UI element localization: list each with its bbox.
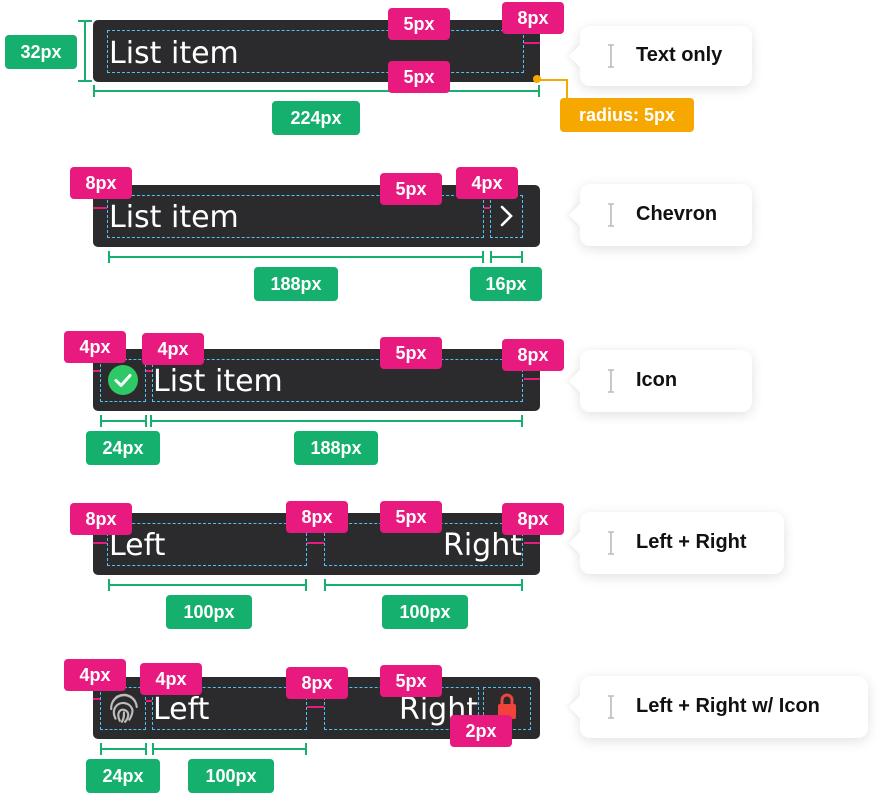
variant-card: Left + Right w/ Icon — [568, 676, 868, 738]
pad-top-tag: 5px — [380, 173, 442, 205]
list-item-text: List item — [153, 364, 283, 399]
pad-right-tag: 8px — [502, 503, 564, 535]
fingerprint-icon — [110, 693, 138, 723]
pad-top-tag: 5px — [380, 501, 442, 533]
variant-label: Icon — [636, 369, 678, 391]
text-width-tag: 188px — [294, 431, 378, 465]
height-bracket — [84, 20, 86, 82]
pad-right-tag: 8px — [502, 339, 564, 371]
text-cursor-icon — [608, 44, 614, 68]
check-circle-icon — [108, 365, 138, 395]
pad-left-tag: 8px — [70, 503, 132, 535]
variant-label: Chevron — [636, 203, 718, 225]
right-width-tag: 100px — [382, 595, 468, 629]
icon-width-tag: 16px — [470, 267, 542, 301]
content-guide — [107, 195, 484, 238]
icon-width-tag: 24px — [86, 759, 160, 793]
height-tag: 32px — [5, 35, 77, 69]
list-item-text: List item — [109, 200, 239, 235]
text-cursor-icon — [608, 369, 614, 393]
icon-width-bracket — [490, 256, 523, 258]
left-width-tag: 100px — [166, 595, 252, 629]
right-width-bracket — [324, 584, 523, 586]
variant-label: Left + Right w/ Icon — [636, 695, 820, 717]
gap-left-tag: 4px — [140, 663, 202, 695]
text-cursor-icon — [608, 695, 614, 719]
variant-label: Text only — [636, 44, 723, 66]
pad-top-tag: 5px — [388, 8, 450, 40]
radius-tag: radius: 5px — [560, 98, 694, 132]
right-text: Right — [443, 528, 522, 563]
variant-card: Chevron — [568, 184, 752, 246]
gap-tag: 8px — [286, 667, 348, 699]
text-width-bracket — [150, 420, 523, 422]
variant-label: Left + Right — [636, 531, 747, 553]
pad-left-tag: 4px — [64, 331, 126, 363]
left-width-tag: 100px — [188, 759, 274, 793]
left-width-bracket — [152, 748, 307, 750]
gap-tag: 4px — [456, 167, 518, 199]
left-guide — [107, 523, 307, 566]
pad-top-tag: 5px — [380, 337, 442, 369]
text-cursor-icon — [608, 531, 614, 555]
variant-card: Icon — [568, 350, 752, 412]
icon-width-bracket — [100, 420, 147, 422]
left-width-bracket — [108, 584, 307, 586]
pad-right-tag: 8px — [502, 2, 564, 34]
variant-card: Text only — [568, 26, 752, 86]
pad-bottom-tag: 5px — [388, 61, 450, 93]
variant-card: Left + Right — [568, 512, 784, 574]
icon-width-tag: 24px — [86, 431, 160, 465]
gap-tag: 8px — [286, 501, 348, 533]
content-guide — [152, 359, 523, 402]
width-tag: 224px — [272, 101, 360, 135]
gap-tag: 4px — [142, 333, 204, 365]
text-cursor-icon — [608, 203, 614, 227]
width-bracket — [93, 90, 540, 92]
pad-left-tag: 8px — [70, 167, 132, 199]
text-width-bracket — [108, 256, 484, 258]
text-width-tag: 188px — [254, 267, 338, 301]
chevron-right-icon — [500, 205, 513, 227]
icon-width-bracket — [100, 748, 147, 750]
pad-left-tag: 4px — [64, 659, 126, 691]
left-text: Left — [153, 692, 210, 727]
list-item-text: List item — [109, 36, 239, 71]
pad-right-tag: 2px — [450, 715, 512, 747]
left-guide — [152, 687, 307, 730]
pad-top-tag: 5px — [380, 665, 442, 697]
radius-marker — [533, 75, 541, 83]
content-guide — [107, 30, 524, 73]
